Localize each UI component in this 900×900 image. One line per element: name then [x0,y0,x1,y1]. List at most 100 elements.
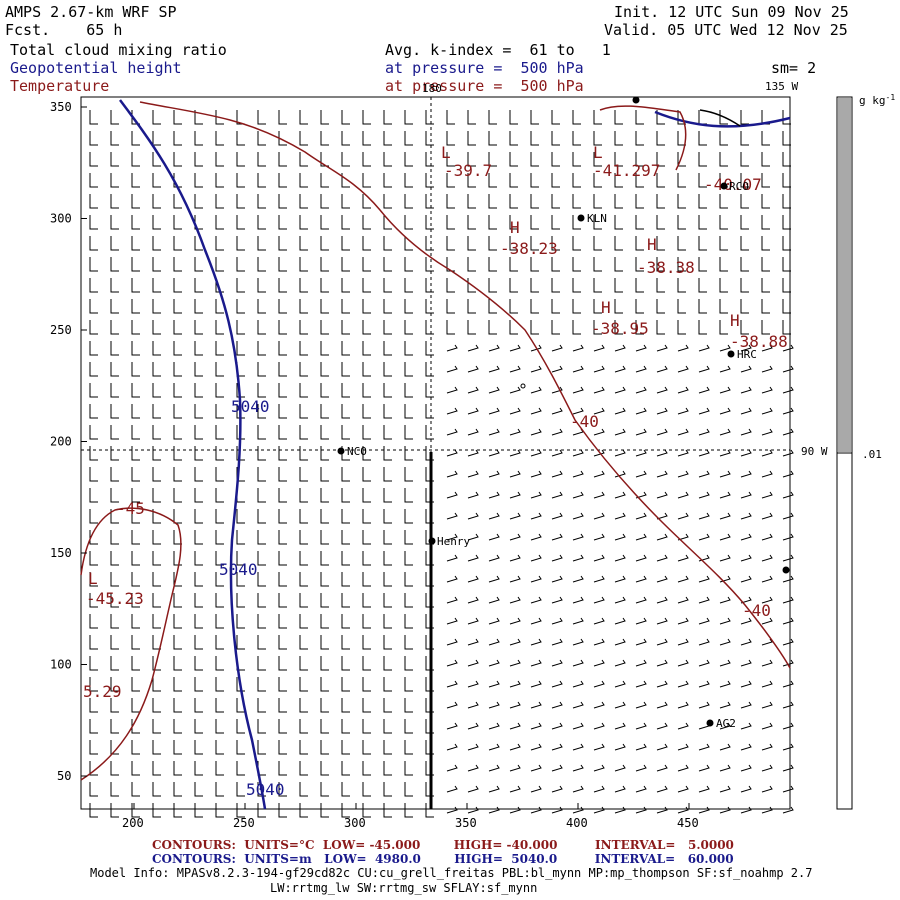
wind-barb [614,407,626,415]
wind-barb [299,257,308,272]
wind-barb [593,470,605,478]
lon-label: 135 W [765,80,798,93]
wind-barb [656,215,665,230]
wind-barb [530,722,542,730]
wind-barb [215,656,224,671]
wind-barb [614,278,623,293]
wind-barb [635,617,647,625]
wind-barb [131,530,140,545]
wind-barb [383,404,392,419]
wind-barb [446,785,458,793]
wind-barb [110,194,119,209]
wind-barb [677,659,689,667]
wind-barb [152,362,161,377]
wind-barb [488,173,497,188]
wind-barb [446,764,458,772]
wind-barb [635,743,647,751]
wind-barb [572,131,581,146]
field-temperature: Temperature [10,77,110,95]
wind-barb [740,617,752,625]
wind-barb [530,575,542,583]
wind-barb [362,761,371,776]
wind-barb [383,656,392,671]
wind-barb [677,110,686,125]
wind-barb [215,677,224,692]
wind-barb [740,194,749,209]
wind-barb [509,470,521,478]
wind-barb [782,428,794,436]
wind-barb [614,659,626,667]
wind-barb [383,257,392,272]
wind-barb [215,614,224,629]
wind-barb [152,803,161,818]
wind-barb [509,449,521,457]
wind-barb [362,740,371,755]
wind-barb [656,743,668,751]
wind-barb [509,617,521,625]
wind-barb [404,152,413,167]
wind-barb [698,365,710,373]
wind-barb [173,236,182,251]
wind-barb [509,659,521,667]
wind-barb [404,425,413,440]
wind-barb [404,656,413,671]
wind-barb [446,110,455,125]
wind-barb [173,404,182,419]
wind-barb [677,533,689,541]
wind-barb [152,656,161,671]
wind-barb [572,617,584,625]
wind-barb [467,722,479,730]
wind-barb [740,554,752,562]
wind-barb [614,617,626,625]
wind-barb [173,719,182,734]
model-info: Model Info: MPASv8.2.3-194-gf29cd82c CU:… [90,866,813,880]
wind-barb [509,344,521,352]
wind-barb [215,362,224,377]
wind-barb [194,110,203,125]
wind-barb [320,551,329,566]
wind-barb [656,596,668,604]
wind-barb [194,215,203,230]
wind-barb [488,278,497,293]
wind-barb [278,530,287,545]
wind-barb [362,677,371,692]
wind-barb [215,803,224,818]
wind-barb [257,530,266,545]
x-tick-label: 300 [344,816,366,830]
wind-barb [761,470,773,478]
wind-barb [761,386,773,394]
wind-barb [446,365,458,373]
wind-barb [215,509,224,524]
wind-barb [362,320,371,335]
wind-barb [509,764,521,772]
wind-barb [614,449,626,457]
wind-barb [383,782,392,797]
wind-barb [635,152,644,167]
wind-barb [740,278,749,293]
wind-barb [257,215,266,230]
wind-barb [656,173,665,188]
wind-barb [593,386,605,394]
wind-barb [572,491,584,499]
wind-barb [110,614,119,629]
wind-barb [488,680,500,688]
wind-barb [530,173,539,188]
wind-barb [131,719,140,734]
wind-barb [236,782,245,797]
wind-barb [551,320,560,335]
wind-barb [404,803,413,818]
wind-barb [215,467,224,482]
wind-barb [257,446,266,461]
wind-barb [362,488,371,503]
wind-barb [656,152,665,167]
wind-barb [278,215,287,230]
wind-barb [299,362,308,377]
wind-barb [173,341,182,356]
wind-barb [761,512,773,520]
wind-barb [278,320,287,335]
wind-barb [320,446,329,461]
wind-barb [446,407,458,415]
wind-barb [488,344,500,352]
wind-barb [257,425,266,440]
wind-barb [530,194,539,209]
